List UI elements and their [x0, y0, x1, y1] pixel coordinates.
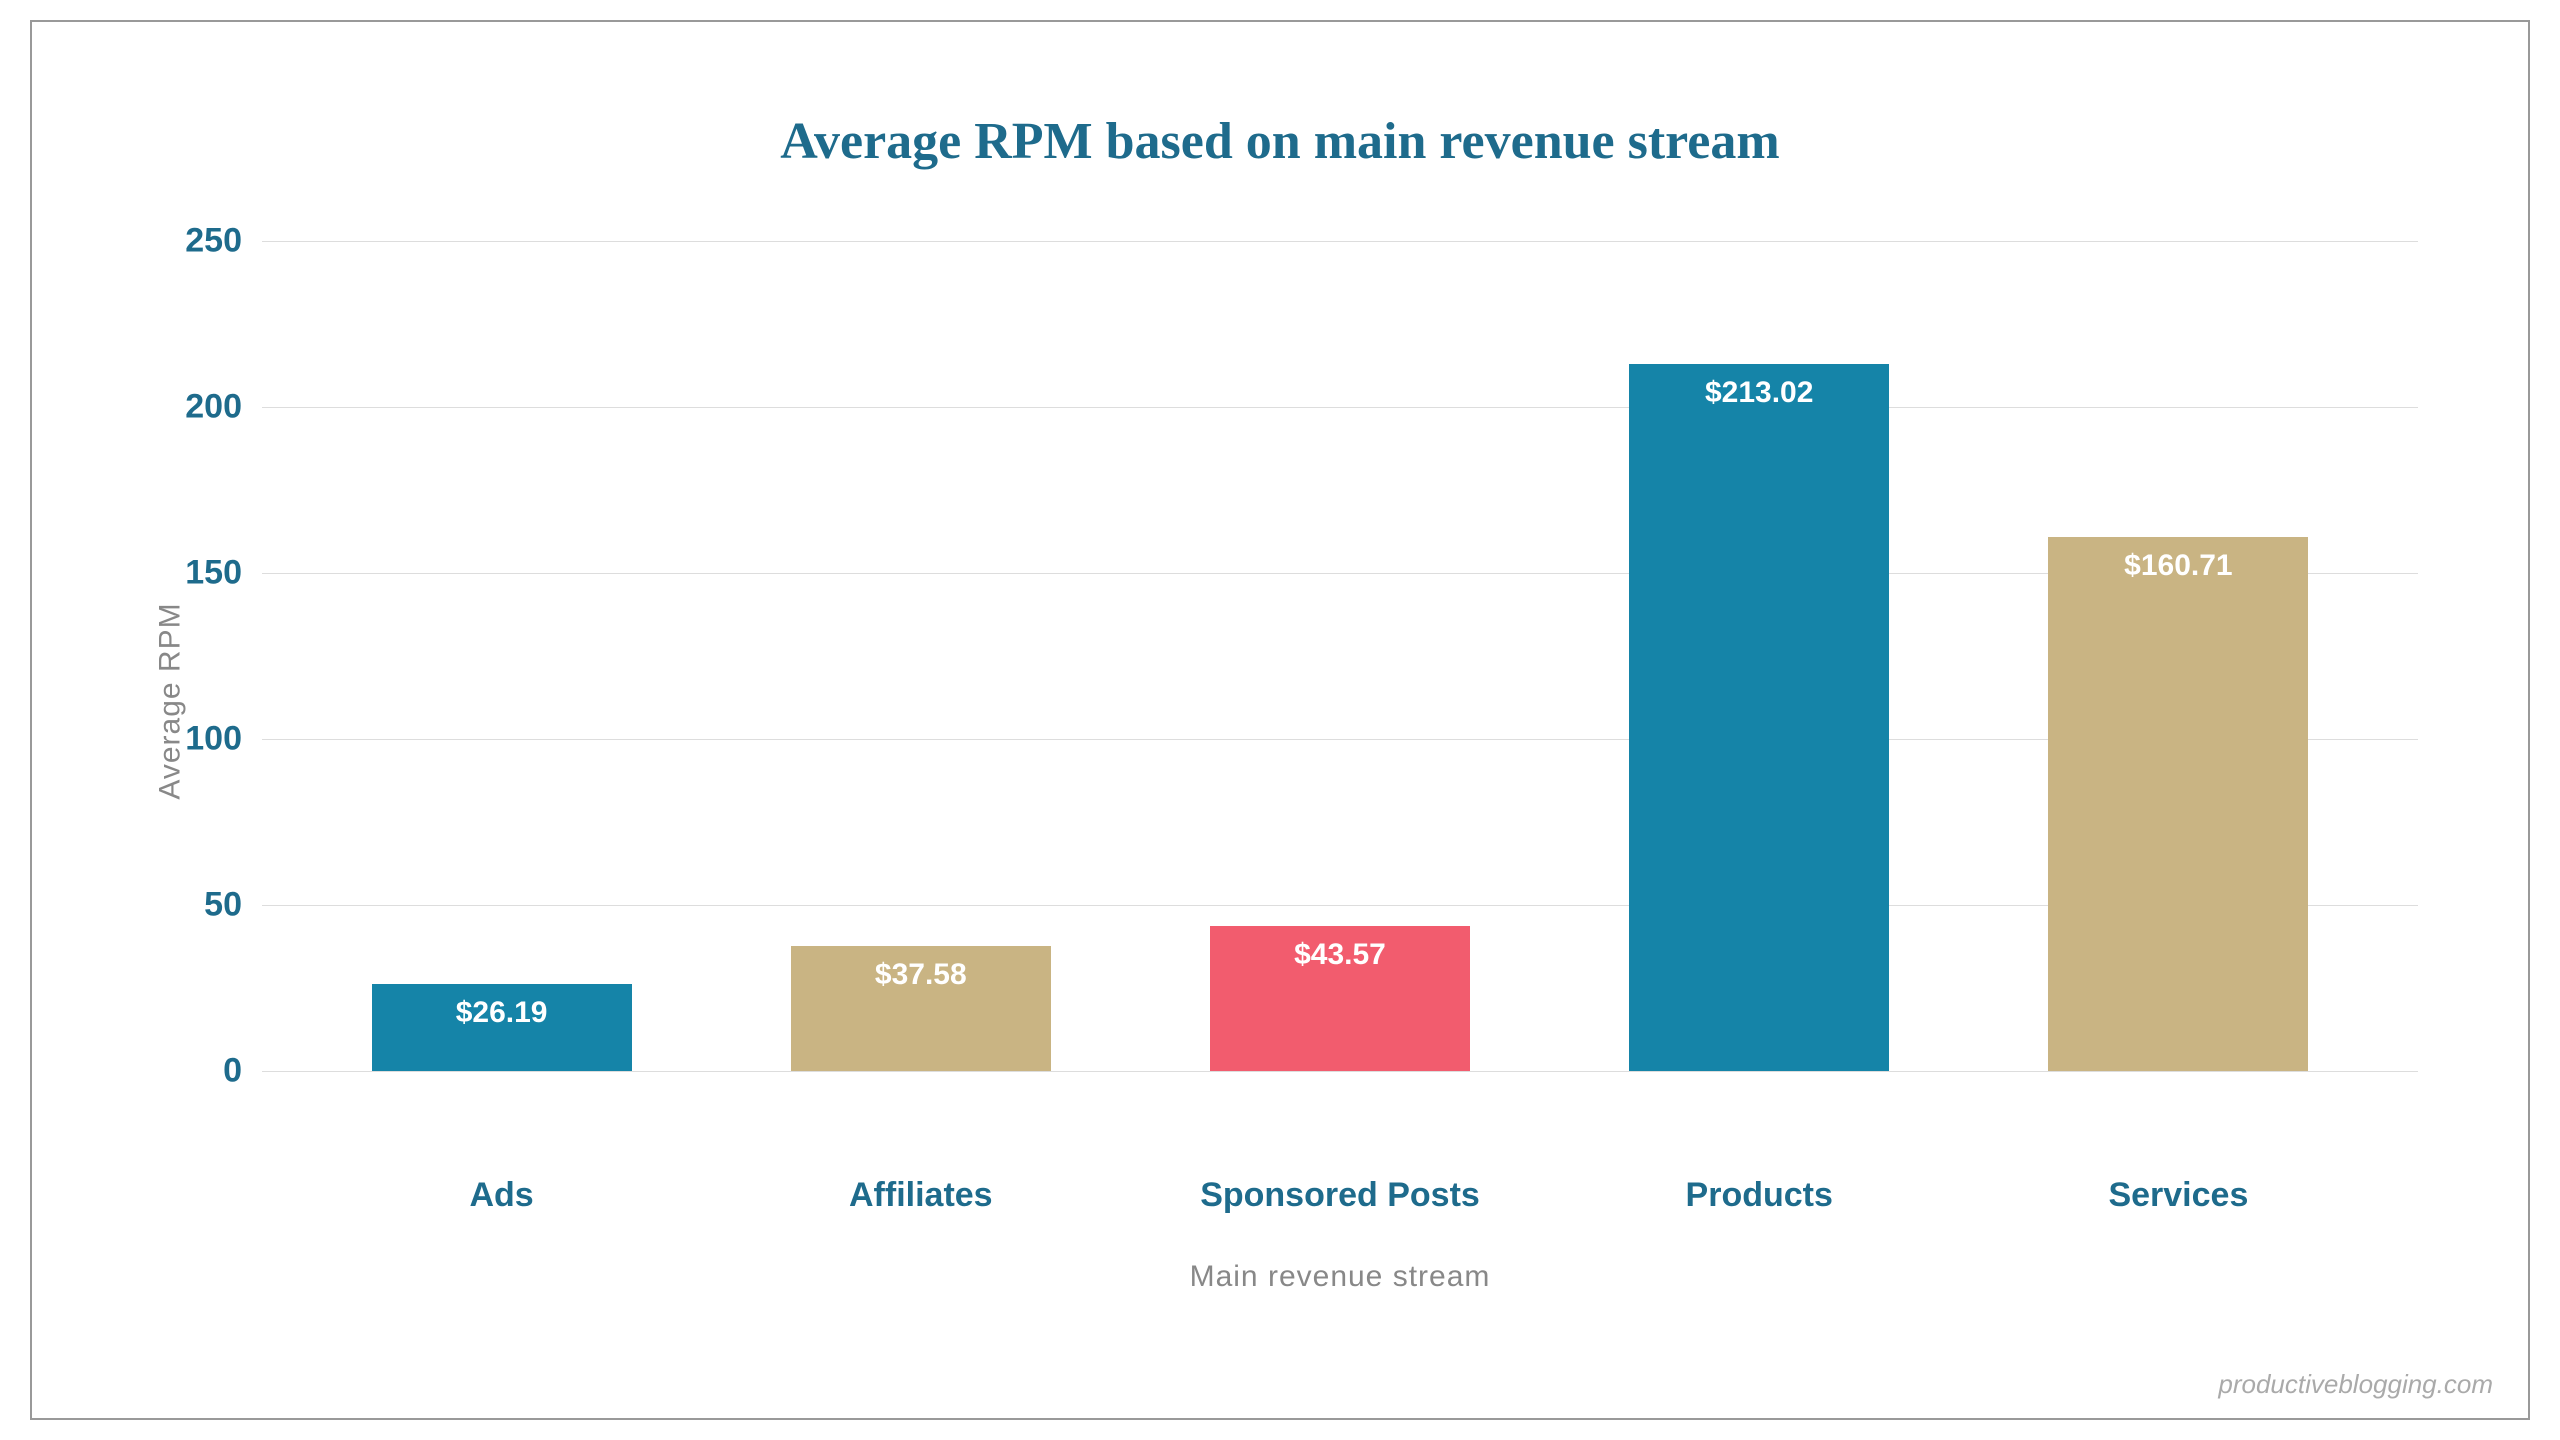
bar-products: $213.02: [1629, 364, 1889, 1071]
x-axis-area: Ads Affiliates Sponsored Posts Products …: [262, 1161, 2418, 1294]
y-tick-250: 250: [185, 222, 242, 261]
bar-services: $160.71: [2048, 537, 2308, 1071]
x-labels: Ads Affiliates Sponsored Posts Products …: [262, 1161, 2418, 1215]
gridline-0: [262, 1071, 2418, 1072]
bar-group-products: $213.02: [1550, 241, 1969, 1071]
bar-affiliates: $37.58: [791, 946, 1051, 1071]
bars-container: $26.19 $37.58 $43.57 $213.02: [262, 241, 2418, 1071]
y-tick-100: 100: [185, 720, 242, 759]
y-tick-150: 150: [185, 554, 242, 593]
bar-value-services: $160.71: [2124, 549, 2232, 583]
x-label-products: Products: [1550, 1176, 1969, 1215]
x-label-ads: Ads: [292, 1176, 711, 1215]
bar-value-ads: $26.19: [456, 996, 548, 1030]
x-axis-label: Main revenue stream: [262, 1260, 2418, 1294]
y-tick-200: 200: [185, 388, 242, 427]
bar-value-sponsored: $43.57: [1294, 938, 1386, 972]
chart-body: Average RPM 250 200 150 100 50 0 $26.19: [102, 241, 2458, 1161]
y-tick-0: 0: [223, 1052, 242, 1091]
x-label-services: Services: [1969, 1176, 2388, 1215]
y-axis: 250 200 150 100 50 0: [162, 241, 262, 1071]
chart-title: Average RPM based on main revenue stream: [102, 112, 2458, 171]
bar-ads: $26.19: [372, 984, 632, 1071]
bar-group-affiliates: $37.58: [711, 241, 1130, 1071]
x-label-affiliates: Affiliates: [711, 1176, 1130, 1215]
bar-value-affiliates: $37.58: [875, 958, 967, 992]
y-tick-50: 50: [204, 886, 242, 925]
bar-group-sponsored: $43.57: [1130, 241, 1549, 1071]
bar-sponsored: $43.57: [1210, 926, 1470, 1071]
attribution-text: productiveblogging.com: [2218, 1369, 2493, 1400]
bar-group-services: $160.71: [1969, 241, 2388, 1071]
chart-container: Average RPM based on main revenue stream…: [30, 20, 2530, 1420]
x-label-sponsored: Sponsored Posts: [1130, 1176, 1549, 1215]
bar-group-ads: $26.19: [292, 241, 711, 1071]
plot-area: $26.19 $37.58 $43.57 $213.02: [262, 241, 2418, 1071]
bar-value-products: $213.02: [1705, 376, 1813, 410]
